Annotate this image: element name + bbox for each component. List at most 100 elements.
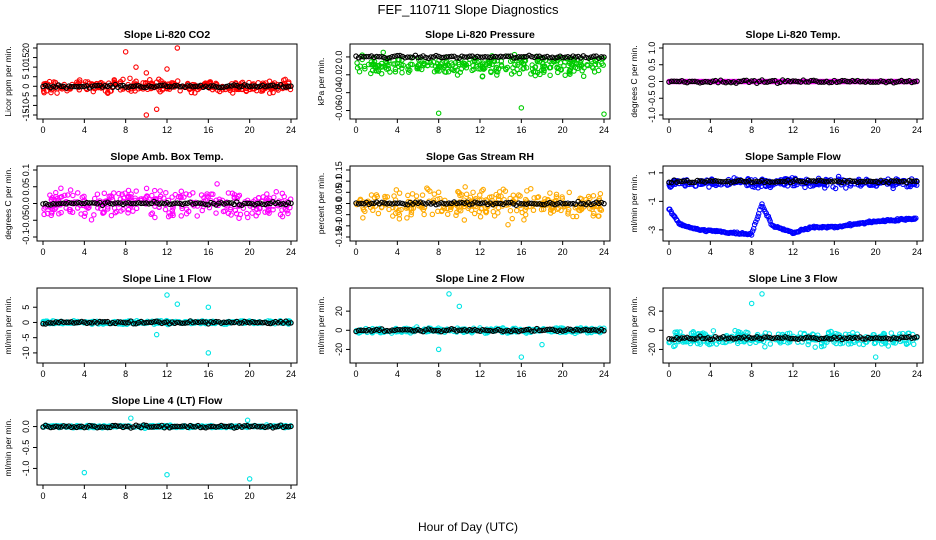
data-point [816,79,822,85]
data-point [42,82,49,89]
data-point [598,199,605,206]
y-tick-label: 0 [21,320,31,325]
data-point [487,54,494,61]
data-point [883,335,889,341]
data-point [68,319,75,325]
data-point [725,79,732,85]
data-point [55,424,62,430]
data-point [71,200,77,207]
data-point [536,53,543,60]
data-point [717,335,724,341]
data-point [174,45,181,51]
data-point [835,173,842,180]
data-point [104,83,111,90]
data-point [120,201,126,208]
data-point [888,330,895,336]
data-point [63,424,70,430]
data-point [453,54,460,61]
data-point [751,335,757,341]
data-point [241,200,248,207]
data-point [257,205,263,212]
data-point [914,78,920,84]
chart-panel-10: Slope Line 4 (LT) Flow ml/min per min. 0 4 8… [3,395,298,501]
data-point [371,54,377,60]
data-point [94,82,101,89]
data-point [435,189,442,196]
data-point [453,200,460,207]
data-point [187,83,194,89]
data-point [182,423,188,429]
data-point [813,178,819,185]
y-tick-label: -0.5 [647,90,657,106]
data-point [262,424,268,431]
data-point [266,195,273,202]
data-point [135,319,142,326]
data-point [497,327,504,334]
data-point [418,66,425,73]
data-point [484,201,491,208]
data-point [399,200,406,207]
data-point [253,213,259,219]
data-points [353,184,607,228]
data-point [826,178,832,184]
data-point [676,78,683,85]
x-tick-label: 16 [516,369,526,379]
y-tick-label: -0.5 [21,440,31,456]
y-axis-label: ml/min per min. [629,296,639,354]
data-point [122,190,128,196]
data-point [199,207,206,214]
data-point [807,183,814,189]
data-point [754,78,760,85]
data-point [764,79,770,85]
data-point [854,179,861,186]
x-tick-label: 0 [40,369,45,379]
data-point [500,54,506,60]
data-point [720,179,726,185]
data-point [588,327,594,333]
data-point [368,61,375,68]
data-point [218,84,225,91]
x-tick-label: 20 [558,125,568,135]
data-point [748,335,755,341]
data-point [115,423,121,429]
data-point [477,192,483,198]
data-point [182,320,188,326]
data-point [531,201,537,207]
data-point [494,72,500,78]
data-point [710,78,716,84]
data-point [707,336,714,343]
y-tick-label: 0.0 [647,75,657,88]
data-point [205,424,212,430]
data-point [197,424,204,431]
data-point [125,187,132,194]
data-point [44,210,51,217]
data-point [236,84,243,90]
data-point [684,79,690,86]
data-point [578,62,585,69]
data-point [195,83,201,89]
data-point [748,179,755,185]
data-point [852,78,858,85]
y-tick-label: 10 [21,62,31,72]
data-point [585,62,591,69]
data-point [280,200,286,207]
y-tick-label: 5 [21,74,31,79]
data-point [547,72,553,79]
data-point [275,320,281,326]
data-point [264,424,271,430]
data-point [702,78,708,85]
y-tick-label: 0.15 [334,161,344,179]
figure-xlabel: Hour of Day (UTC) [418,520,518,534]
data-point [882,340,889,347]
data-point [552,55,558,61]
data-point [803,334,809,341]
data-point [112,200,119,206]
data-point [264,320,271,327]
data-point [786,330,793,336]
data-point [288,423,294,430]
data-point [386,200,393,206]
data-point [772,179,778,185]
data-point [697,341,704,347]
y-tick-label: -0.15 [334,227,344,248]
data-point [723,79,729,86]
